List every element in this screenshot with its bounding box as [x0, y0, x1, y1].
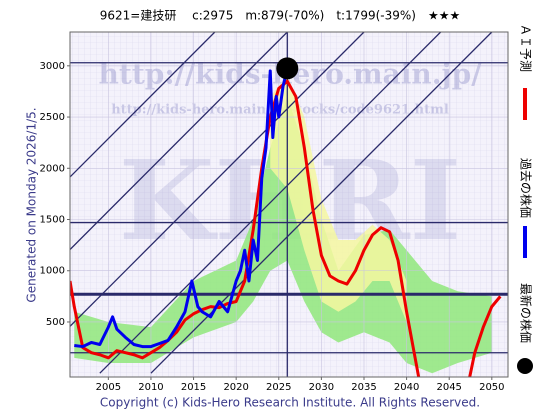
x-tick-label: 2020 — [223, 382, 248, 393]
x-tick-label: 2050 — [479, 382, 504, 393]
y-tick-label: 2000 — [40, 163, 65, 174]
plot-area: http://kids-hero.main.jp/http://kids-her… — [70, 32, 508, 377]
x-tick-label: 2040 — [394, 382, 419, 393]
band — [74, 96, 492, 374]
x-tick-label: 2030 — [309, 382, 334, 393]
axes: 500 1000 1500 2000 2500 3000 2005 2010 2015 2020 2… — [40, 24, 534, 393]
plot-frame — [69, 31, 509, 378]
y-tick-label: 1500 — [40, 215, 65, 226]
legend-swatch — [517, 358, 533, 374]
legend-label: ＡＩ予測 — [519, 24, 533, 72]
x-tick-label: 2010 — [138, 382, 163, 393]
x-tick-label: 2035 — [351, 382, 376, 393]
legend-label: 最新の株価 — [519, 283, 534, 343]
footer: Copyright (c) Kids-Hero Research Institu… — [100, 396, 480, 410]
legend-label: 過去の株価 — [519, 158, 534, 218]
x-tick-label: 2025 — [266, 382, 291, 393]
x-tick-label: 2015 — [181, 382, 206, 393]
x-tick-label: 2045 — [436, 382, 461, 393]
trend-line — [70, 32, 288, 251]
y-tick-label: 2500 — [40, 112, 65, 123]
band — [270, 76, 407, 322]
series-line — [74, 68, 289, 349]
x-tick-label: 2005 — [96, 382, 121, 393]
y-tick-label: 500 — [46, 317, 65, 328]
trend-line — [70, 32, 365, 328]
y-tick-label: 1000 — [40, 266, 65, 277]
latest-price-marker — [276, 57, 299, 80]
chart-title: 9621=建技研 c:2975 m:879(-70%) t:1799(-39%)… — [100, 9, 461, 23]
y-axis-label: Generated on Monday 2026/1/5. — [25, 107, 39, 302]
trend-line — [70, 32, 216, 178]
trend-line — [99, 32, 442, 374]
y-tick-label: 3000 — [40, 61, 65, 72]
